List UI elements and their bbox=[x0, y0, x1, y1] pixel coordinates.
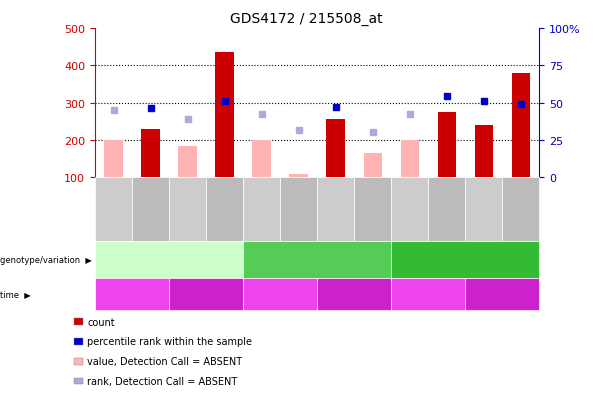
Text: control: control bbox=[152, 255, 186, 265]
Bar bbox=[215, 53, 234, 178]
Text: GSM538608: GSM538608 bbox=[331, 187, 340, 233]
Bar bbox=[364, 154, 382, 178]
Bar bbox=[289, 175, 308, 178]
Text: rank, Detection Call = ABSENT: rank, Detection Call = ABSENT bbox=[87, 376, 237, 386]
Bar bbox=[512, 74, 530, 178]
Text: GSM538616: GSM538616 bbox=[220, 187, 229, 233]
Text: count: count bbox=[87, 317, 115, 327]
Text: PR2VR (cleavage resistant
mutant): PR2VR (cleavage resistant mutant) bbox=[401, 249, 530, 271]
Text: GSM538615: GSM538615 bbox=[443, 187, 451, 233]
Bar bbox=[438, 113, 456, 178]
Text: 6 hours: 6 hours bbox=[409, 289, 448, 299]
Text: GSM538609: GSM538609 bbox=[479, 186, 489, 233]
Bar bbox=[178, 147, 197, 178]
Bar bbox=[327, 120, 345, 178]
Text: GSM538617: GSM538617 bbox=[368, 187, 377, 233]
Text: (PML-RAR)α: (PML-RAR)α bbox=[289, 255, 346, 265]
Text: genotype/variation  ▶: genotype/variation ▶ bbox=[0, 256, 92, 265]
Text: 9 hours: 9 hours bbox=[482, 289, 522, 299]
Text: GSM538612: GSM538612 bbox=[405, 187, 414, 233]
Text: GSM538610: GSM538610 bbox=[109, 187, 118, 233]
Text: GSM538613: GSM538613 bbox=[146, 187, 155, 233]
Text: 9 hours: 9 hours bbox=[186, 289, 226, 299]
Bar bbox=[142, 129, 160, 178]
Text: 9 hours: 9 hours bbox=[335, 289, 374, 299]
Text: 6 hours: 6 hours bbox=[261, 289, 300, 299]
Text: time  ▶: time ▶ bbox=[0, 290, 31, 299]
Text: percentile rank within the sample: percentile rank within the sample bbox=[87, 337, 252, 347]
Bar bbox=[104, 140, 123, 178]
Text: GSM538618: GSM538618 bbox=[516, 187, 525, 233]
Bar bbox=[253, 140, 271, 178]
Text: 6 hours: 6 hours bbox=[112, 289, 152, 299]
Text: value, Detection Call = ABSENT: value, Detection Call = ABSENT bbox=[87, 356, 242, 366]
Text: GDS4172 / 215508_at: GDS4172 / 215508_at bbox=[230, 12, 383, 26]
Text: GSM538611: GSM538611 bbox=[257, 187, 266, 233]
Text: GSM538607: GSM538607 bbox=[183, 186, 192, 233]
Text: GSM538614: GSM538614 bbox=[294, 187, 303, 233]
Bar bbox=[400, 140, 419, 178]
Bar bbox=[474, 126, 493, 178]
